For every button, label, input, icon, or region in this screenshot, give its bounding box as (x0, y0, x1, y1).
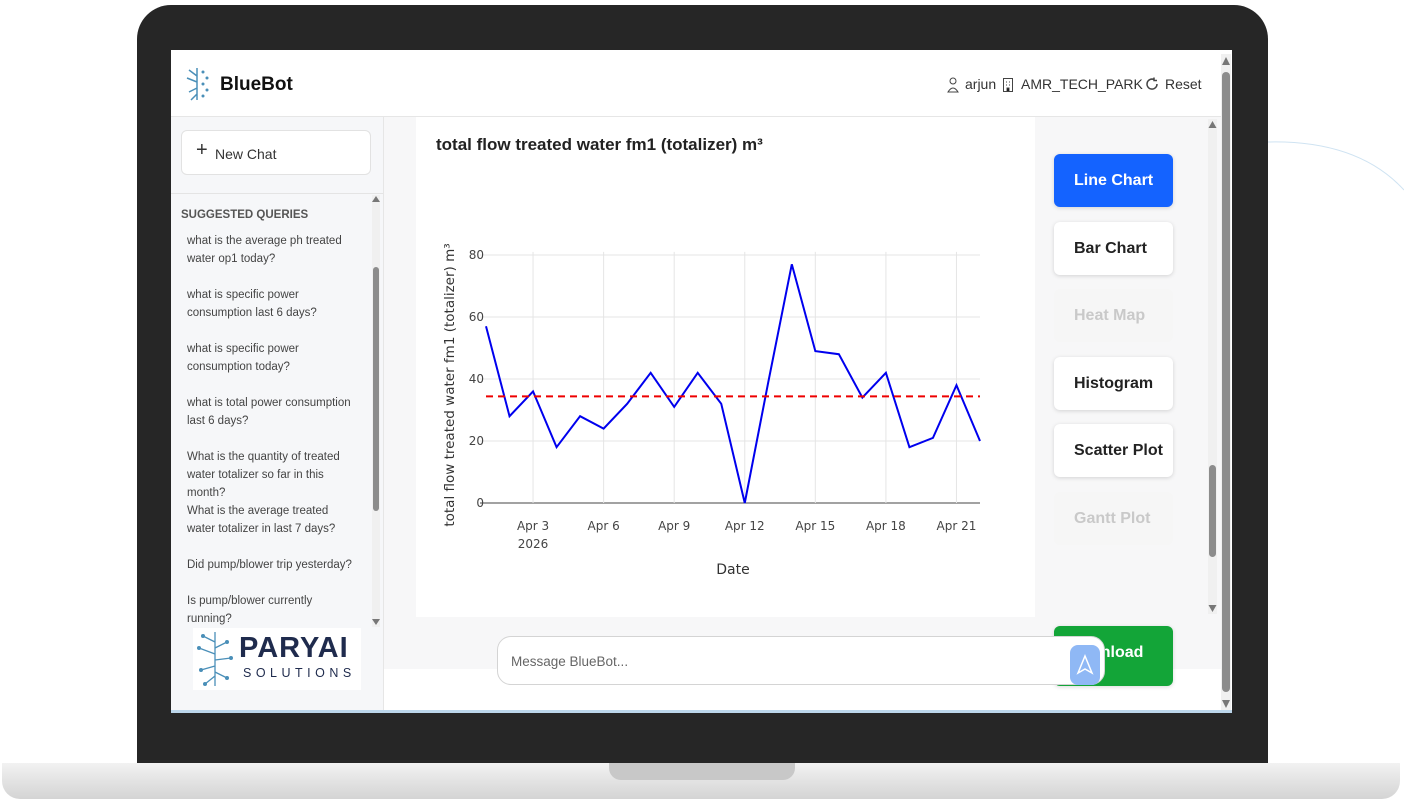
brand-subtitle: SOLUTIONS (243, 666, 356, 680)
x-tick-label: Apr 6 (588, 519, 620, 533)
query-item[interactable]: Did pump/blower trip yesterday? (187, 559, 352, 571)
chart-type-button[interactable]: Line Chart (1054, 154, 1173, 207)
y-axis-title: total flow treated water fm1 (totalizer)… (442, 243, 458, 526)
x-tick-label: Apr 18 (866, 519, 906, 533)
scrollbar-thumb[interactable] (1222, 72, 1230, 692)
chart-type-button: Heat Map (1054, 289, 1173, 342)
bottom-edge (171, 710, 1232, 713)
user-icon (947, 77, 959, 93)
scroll-arrows (1222, 57, 1230, 708)
chart-title: total flow treated water fm1 (totalizer)… (436, 135, 763, 154)
app-title: BlueBot (220, 74, 293, 95)
brand-name: PARYAI (239, 632, 349, 664)
main-area: total flow treated water fm1 (totalizer)… (384, 117, 1221, 686)
message-input[interactable]: Message BlueBot... (497, 636, 1105, 685)
scrollbar-thumb[interactable] (373, 267, 379, 511)
send-icon (1076, 654, 1094, 675)
screen: BlueBot arjun AMR_TECH_PARK Reset + New … (171, 50, 1232, 713)
query-item[interactable]: What is the quantity of treated water to… (187, 451, 340, 499)
query-item[interactable]: Is pump/blower currently running? (187, 595, 313, 625)
input-placeholder: Message BlueBot... (511, 654, 629, 669)
y-tick-label: 0 (476, 496, 484, 510)
chart: total flow treated water fm1 (totalizer)… (436, 135, 981, 578)
chart-type-button[interactable]: Bar Chart (1054, 221, 1173, 275)
plus-icon: + (196, 139, 208, 161)
x-axis-title: Date (716, 562, 749, 578)
y-tick-label: 80 (469, 248, 484, 262)
reset-icon (1146, 77, 1158, 90)
query-item[interactable]: what is specific power consumption today… (187, 343, 299, 373)
brand-logo: PARYAI SOLUTIONS (193, 628, 361, 690)
scroll-arrows (372, 196, 380, 625)
scroll-arrows (1208, 121, 1217, 612)
chart-type-button[interactable]: Histogram (1054, 356, 1173, 410)
x-tick-label: Apr 3 (517, 519, 549, 533)
x-tick-label: Apr 12 (725, 519, 765, 533)
data-line (485, 264, 981, 504)
x-tick-label: Apr 21 (937, 519, 977, 533)
x-tick-year: 2026 (518, 537, 549, 551)
divider (171, 193, 383, 194)
query-item[interactable]: what is specific power consumption last … (187, 289, 317, 319)
y-tick-label: 60 (469, 310, 484, 324)
reset-button[interactable]: Reset (1165, 76, 1202, 92)
decor-curve (1268, 141, 1404, 191)
x-tick-label: Apr 9 (658, 519, 690, 533)
new-chat-button[interactable]: + New Chat (181, 130, 371, 175)
section-title: SUGGESTED QUERIES (181, 209, 309, 221)
site-icon (1003, 78, 1013, 92)
user-name: arjun (965, 76, 997, 92)
chart-card: total flow treated water fm1 (totalizer)… (416, 117, 1035, 617)
query-item[interactable]: what is the average ph treated water op1… (187, 235, 342, 265)
y-tick-label: 20 (469, 434, 484, 448)
x-tick-label: Apr 15 (795, 519, 835, 533)
header: BlueBot arjun AMR_TECH_PARK Reset (171, 50, 1221, 117)
query-item[interactable]: What is the average treated water totali… (187, 505, 336, 535)
chart-type-button[interactable]: Scatter Plot (1054, 424, 1173, 477)
site-name: AMR_TECH_PARK (1021, 76, 1143, 92)
query-item[interactable]: what is total power consumption last 6 d… (187, 397, 351, 427)
logo-icon (186, 68, 209, 101)
send-button[interactable] (1070, 645, 1100, 685)
laptop-notch (609, 763, 795, 780)
scrollbar-thumb[interactable] (1209, 465, 1216, 557)
sidebar: + New Chat SUGGESTED QUERIES what is the… (171, 117, 384, 713)
chart-type-button: Gantt Plot (1054, 491, 1173, 545)
scrollbar-track (1208, 119, 1217, 614)
y-tick-label: 40 (469, 372, 484, 386)
brand-icon (197, 632, 233, 686)
new-chat-label: New Chat (215, 146, 277, 162)
